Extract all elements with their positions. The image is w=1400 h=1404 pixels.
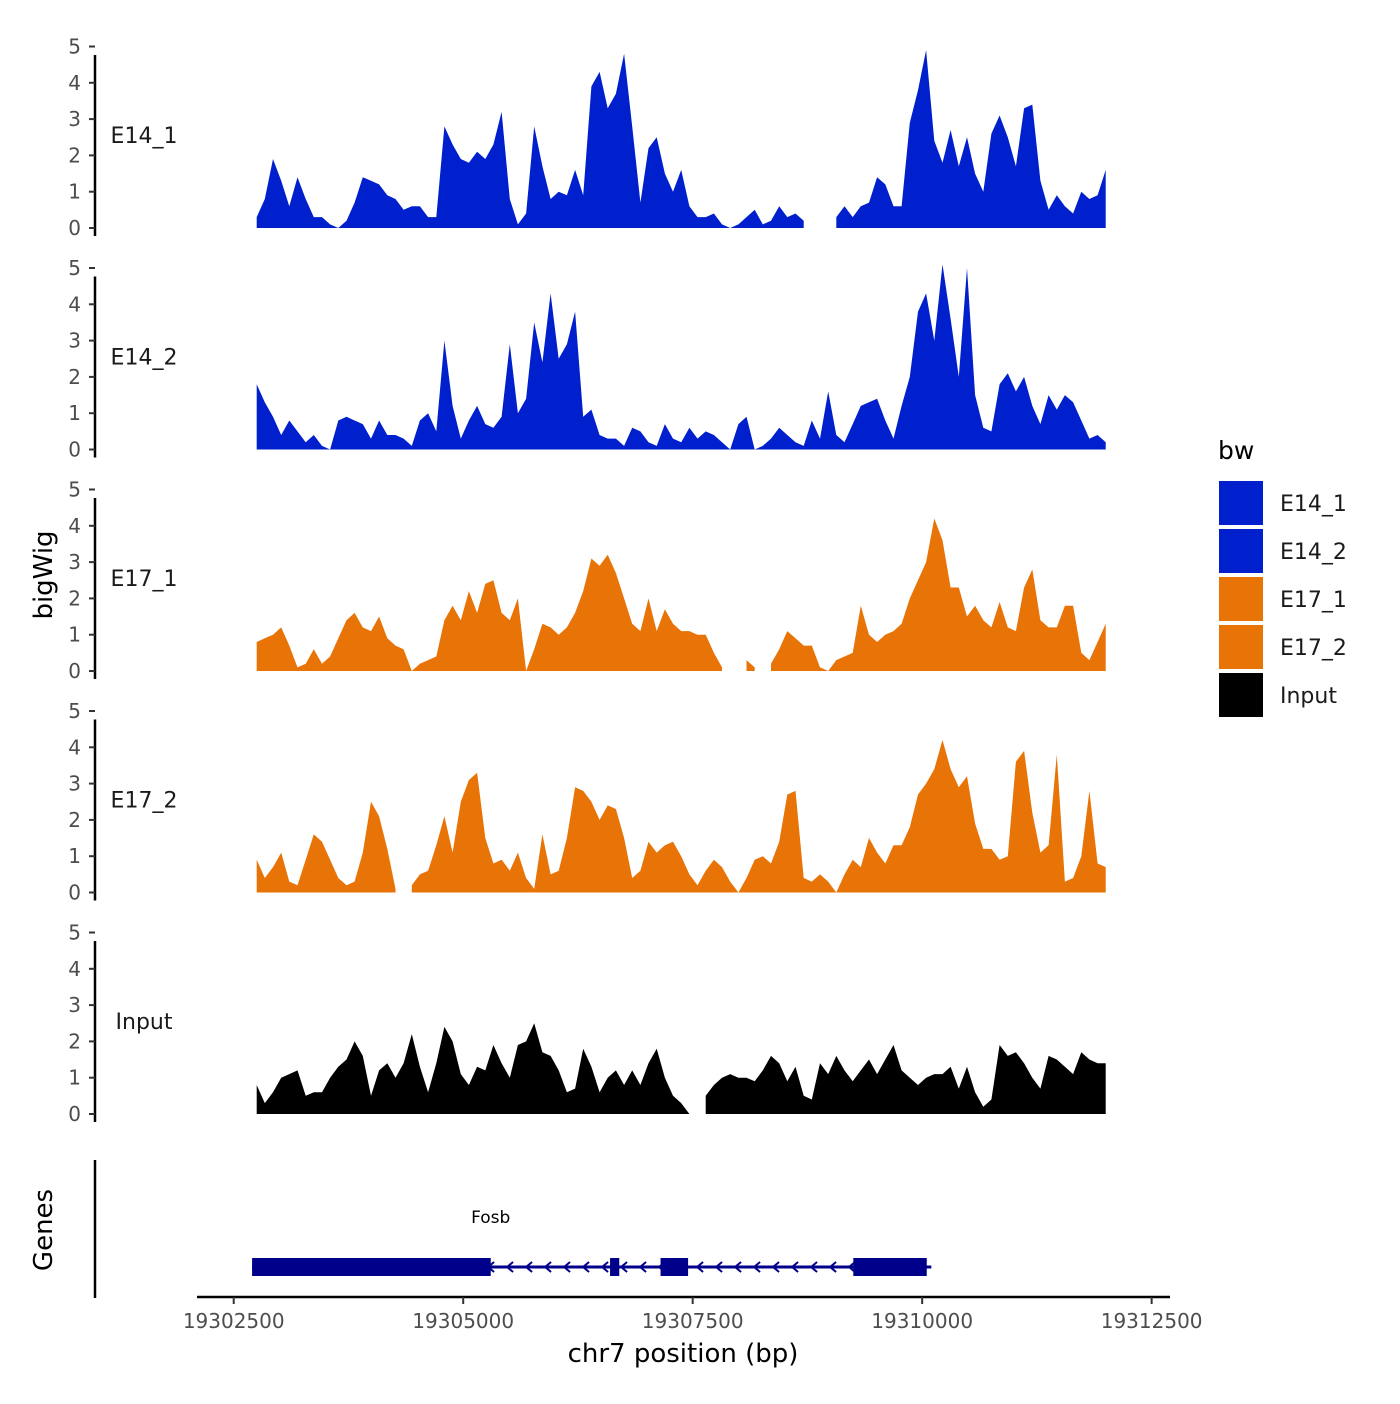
strand-arrow — [600, 1261, 609, 1273]
track-label: E17_2 — [111, 789, 178, 814]
legend-label: E17_1 — [1280, 588, 1347, 613]
y-tick-label: 2 — [68, 143, 81, 167]
legend-swatch — [1219, 577, 1263, 621]
y-tick-label: 0 — [68, 659, 81, 683]
y-tick-label: 4 — [68, 514, 81, 538]
y-tick-label: 2 — [68, 1029, 81, 1053]
y-tick-label: 2 — [68, 365, 81, 389]
y-tick-label: 4 — [68, 735, 81, 759]
y-tick-label: 5 — [68, 921, 81, 945]
track-label: Input — [116, 1010, 173, 1035]
legend-item: E17_2 — [1219, 625, 1347, 669]
strand-arrow — [847, 1261, 856, 1273]
x-axis-title: chr7 position (bp) — [568, 1339, 799, 1369]
strand-arrow — [733, 1261, 742, 1273]
gene-track: Fosb — [93, 1160, 932, 1298]
legend-swatch — [1219, 625, 1263, 669]
y-tick-label: 1 — [68, 1066, 81, 1090]
y-tick-label: 1 — [68, 401, 81, 425]
x-tick-label: 19305000 — [412, 1309, 514, 1333]
track-E17_1: 0 1 2 3 4 5 E17_1 — [68, 478, 1106, 683]
legend-label: E17_2 — [1280, 636, 1347, 661]
y-tick-label: 1 — [68, 623, 81, 647]
legend-label: E14_2 — [1280, 540, 1347, 565]
y-tick-label: 3 — [68, 993, 81, 1017]
track-label: E14_2 — [111, 346, 178, 371]
strand-arrow — [752, 1261, 761, 1273]
track-E17_2: 0 1 2 3 4 5 E17_2 — [68, 699, 1106, 905]
strand-arrow — [524, 1261, 533, 1273]
gene-exon — [252, 1258, 491, 1276]
x-axis: 19302500 19305000 19307500 19310000 19312500 — [183, 1295, 1203, 1333]
legend: bw E14_1 E14_2 E17_1 E17_2 Input — [1218, 436, 1347, 717]
signal-area-E17_1 — [256, 518, 1106, 671]
y-tick-label: 0 — [68, 438, 81, 462]
y-tick-label: 2 — [68, 586, 81, 610]
gene-exon — [853, 1258, 927, 1276]
y-tick-label: 1 — [68, 180, 81, 204]
strand-arrow — [619, 1261, 628, 1273]
y-tick-label: 3 — [68, 550, 81, 574]
legend-item: E17_1 — [1219, 577, 1347, 621]
strand-arrow — [562, 1261, 571, 1273]
signal-area-E14_2 — [256, 264, 1106, 450]
x-tick-label: 19307500 — [642, 1309, 744, 1333]
legend-item: E14_2 — [1219, 529, 1347, 573]
y-axis-title: bigWig — [29, 530, 59, 619]
x-tick-label: 19310000 — [871, 1309, 973, 1333]
y-tick-label: 3 — [68, 107, 81, 131]
y-tick-label: 0 — [68, 216, 81, 240]
track-label: E17_1 — [111, 567, 178, 592]
gene-track-title: Genes — [29, 1189, 59, 1271]
strand-arrow — [505, 1261, 514, 1273]
y-tick-label: 2 — [68, 808, 81, 832]
legend-label: E14_1 — [1280, 492, 1347, 517]
x-tick-label: 19302500 — [183, 1309, 285, 1333]
y-tick-label: 3 — [68, 772, 81, 796]
y-tick-label: 4 — [68, 71, 81, 95]
y-tick-label: 0 — [68, 1102, 81, 1126]
y-tick-label: 3 — [68, 329, 81, 353]
strand-arrow — [695, 1261, 704, 1273]
track-E14_2: 0 1 2 3 4 5 E14_2 — [68, 256, 1106, 462]
track-Input: 0 1 2 3 4 5 Input — [68, 921, 1106, 1126]
legend-title: bw — [1218, 436, 1254, 465]
legend-swatch — [1219, 529, 1263, 573]
legend-item: E14_1 — [1219, 481, 1347, 525]
track-E14_1: 0 1 2 3 4 5 E14_1 — [68, 35, 1106, 240]
strand-arrow — [771, 1261, 780, 1273]
strand-arrow — [828, 1261, 837, 1273]
strand-arrow — [809, 1261, 818, 1273]
y-tick-label: 5 — [68, 256, 81, 280]
gene-name-label: Fosb — [471, 1208, 510, 1228]
y-tick-label: 5 — [68, 478, 81, 502]
strand-arrow — [638, 1261, 647, 1273]
signal-tracks: 0 1 2 3 4 5 E14_1 0 1 2 3 4 5 E14_2 0 1 2 3 4 5 E17_1 0 1 2 3 4 5 E… — [68, 35, 1106, 1126]
strand-arrow — [581, 1261, 590, 1273]
y-tick-label: 5 — [68, 699, 81, 723]
legend-item: Input — [1219, 673, 1337, 717]
signal-area-E17_2 — [256, 740, 1106, 893]
y-tick-label: 0 — [68, 881, 81, 905]
strand-arrow — [543, 1261, 552, 1273]
strand-arrow — [790, 1261, 799, 1273]
legend-label: Input — [1280, 684, 1337, 709]
signal-area-E14_1 — [256, 50, 1106, 228]
gene-exon — [660, 1258, 689, 1276]
y-tick-label: 1 — [68, 844, 81, 868]
legend-swatch — [1219, 481, 1263, 525]
gene-exon — [610, 1258, 620, 1276]
y-tick-label: 4 — [68, 957, 81, 981]
y-tick-label: 5 — [68, 35, 81, 59]
y-tick-label: 4 — [68, 292, 81, 316]
strand-arrow — [714, 1261, 723, 1273]
track-label: E14_1 — [111, 124, 178, 149]
signal-area-Input — [256, 1023, 1106, 1114]
x-tick-label: 19312500 — [1101, 1309, 1203, 1333]
legend-swatch — [1219, 673, 1263, 717]
